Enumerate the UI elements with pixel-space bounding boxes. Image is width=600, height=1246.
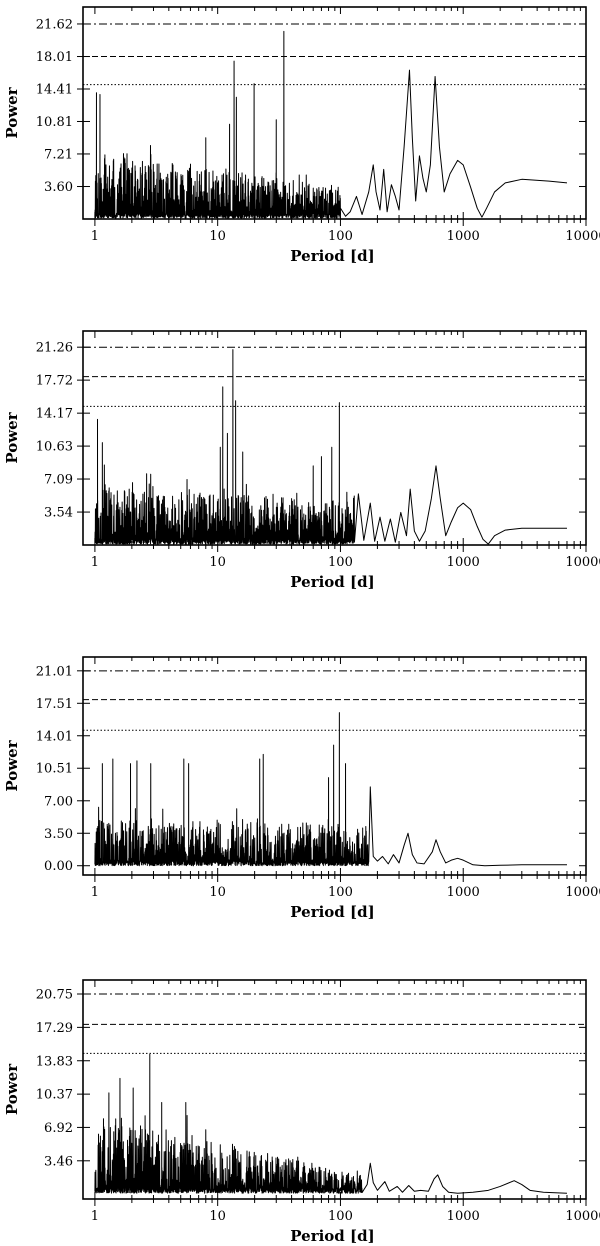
y-tick-label: 14.41 <box>36 83 73 98</box>
y-tick-label: 21.62 <box>36 17 73 32</box>
x-tick-label: 1 <box>91 885 99 900</box>
y-tick-label: 7.09 <box>44 473 73 488</box>
x-tick-label: 100 <box>328 555 353 570</box>
y-tick-label: 17.29 <box>36 1021 73 1036</box>
y-tick-label: 10.37 <box>36 1088 73 1103</box>
y-tick-label: 3.50 <box>44 827 73 842</box>
x-axis-label: Period [d] <box>290 1227 374 1245</box>
y-axis-label: Power <box>3 1063 21 1115</box>
x-tick-label: 10 <box>209 229 226 244</box>
x-tick-label: 100 <box>328 229 353 244</box>
y-tick-label: 13.83 <box>36 1054 73 1069</box>
x-tick-label: 100 <box>328 1209 353 1224</box>
y-tick-label: 3.60 <box>44 180 73 195</box>
y-tick-label: 21.26 <box>36 341 73 356</box>
x-axis-label: Period [d] <box>290 903 374 921</box>
y-tick-label: 3.46 <box>44 1154 73 1169</box>
x-tick-label: 1000 <box>447 555 480 570</box>
x-tick-label: 1000 <box>447 885 480 900</box>
y-tick-label: 0.00 <box>44 859 73 874</box>
y-axis-label: Power <box>3 411 21 463</box>
x-tick-label: 1 <box>91 229 99 244</box>
y-tick-label: 17.72 <box>36 374 73 389</box>
power-series-line <box>94 30 568 219</box>
x-tick-label: 1 <box>91 1209 99 1224</box>
x-axis-label: Period [d] <box>290 573 374 591</box>
x-tick-label: 10 <box>209 555 226 570</box>
x-tick-label: 10 <box>209 1209 226 1224</box>
y-tick-label: 20.75 <box>36 987 73 1002</box>
y-tick-label: 7.21 <box>44 147 73 162</box>
x-tick-label: 100 <box>328 885 353 900</box>
y-tick-label: 10.63 <box>36 440 73 455</box>
y-tick-label: 3.54 <box>44 506 73 521</box>
x-tick-label: 1000 <box>447 1209 480 1224</box>
y-tick-label: 14.17 <box>36 407 73 422</box>
y-tick-label: 14.01 <box>36 729 73 744</box>
y-axis-label: Power <box>3 739 21 791</box>
y-axis-label: Power <box>3 86 21 138</box>
y-tick-label: 7.00 <box>44 794 73 809</box>
power-series-line <box>94 712 567 867</box>
x-tick-label: 10 <box>209 885 226 900</box>
power-series-line <box>94 349 567 545</box>
y-tick-label: 18.01 <box>36 50 73 65</box>
y-tick-label: 21.01 <box>36 664 73 679</box>
x-tick-label: 1000 <box>447 229 480 244</box>
power-series-line <box>94 1053 568 1194</box>
y-tick-label: 10.51 <box>36 762 73 777</box>
x-axis-label: Period [d] <box>290 247 374 265</box>
x-tick-label: 1 <box>91 555 99 570</box>
y-tick-label: 17.51 <box>36 697 73 712</box>
y-tick-label: 6.92 <box>44 1121 73 1136</box>
y-tick-label: 10.81 <box>36 115 73 130</box>
